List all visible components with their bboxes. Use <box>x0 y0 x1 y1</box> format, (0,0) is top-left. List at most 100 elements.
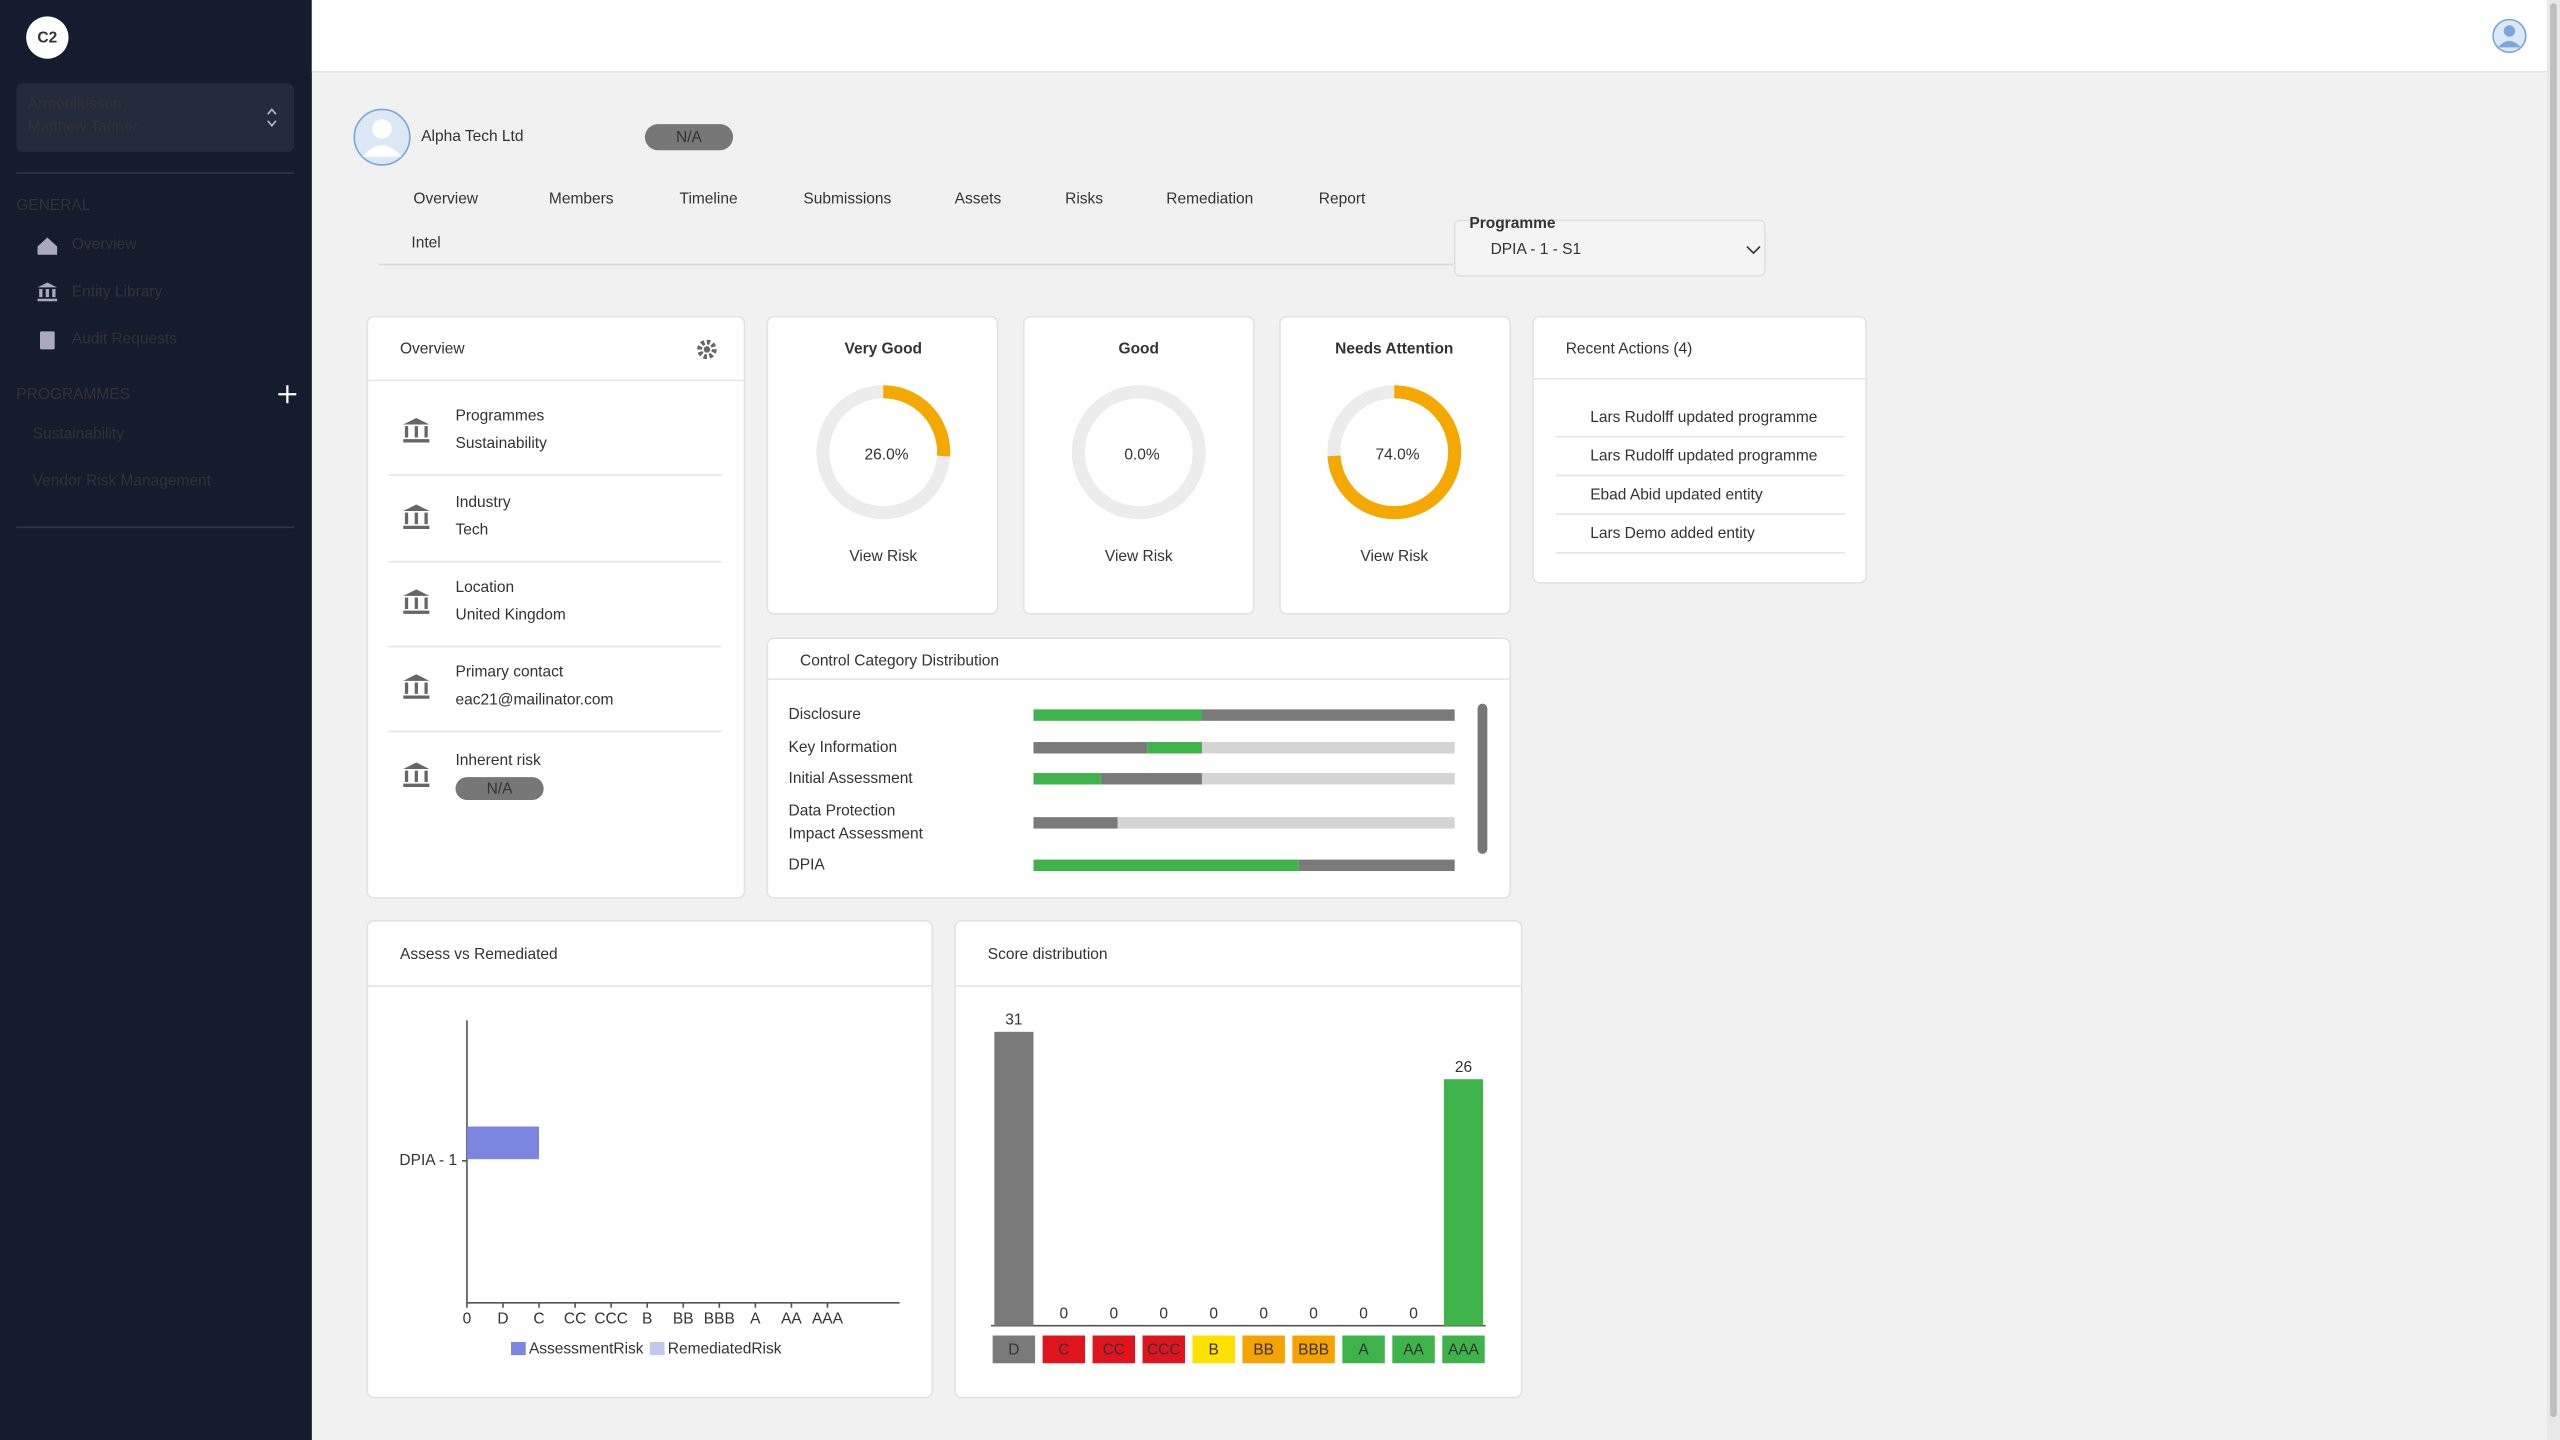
action-item: Ebad Abid updated entity <box>1590 486 1763 503</box>
tab[interactable]: Risks <box>1065 190 1103 207</box>
x-tick-label: C <box>1058 1341 1069 1358</box>
view-risk-link[interactable]: View Risk <box>1105 548 1173 565</box>
bank-icon <box>403 674 430 699</box>
gauge-arc <box>816 385 951 520</box>
x-tick-label: B <box>642 1310 652 1327</box>
programme-select[interactable] <box>1453 219 1766 277</box>
distribution-segment <box>1147 742 1202 754</box>
avatar-body <box>362 145 402 157</box>
scrollbar-thumb[interactable] <box>2550 3 2557 1418</box>
bank-icon <box>403 417 430 443</box>
nav-item[interactable]: Audit Requests <box>72 331 177 348</box>
tab[interactable]: Members <box>549 190 614 207</box>
nav-item[interactable]: Overview <box>72 236 137 253</box>
distribution-segment <box>1033 817 1118 829</box>
gauge-value: 0.0% <box>1124 447 1160 464</box>
value-label: 0 <box>1359 1305 1368 1322</box>
bar <box>1443 1079 1484 1326</box>
distribution-scrollbar[interactable] <box>1477 703 1488 854</box>
tab[interactable]: Timeline <box>680 190 738 207</box>
section-heading: PROGRAMMES <box>16 386 130 403</box>
bar <box>994 1031 1034 1326</box>
card-title: Recent Actions (4) <box>1566 340 1693 357</box>
logo-text: C2 <box>37 29 57 46</box>
x-tick-label: AA <box>1403 1341 1424 1358</box>
legend-label[interactable]: RemediatedRisk <box>668 1340 782 1357</box>
x-tick-label: 0 <box>463 1310 472 1327</box>
distribution-segment <box>1033 773 1101 785</box>
x-tick-label: CC <box>564 1310 586 1327</box>
category-box <box>1092 1335 1136 1364</box>
category-box <box>1042 1335 1086 1364</box>
sidebar <box>0 0 312 1440</box>
distribution-rows: Disclosure Key Information Initial Assessm… <box>789 706 1455 872</box>
x-tick-label: B <box>1209 1341 1219 1358</box>
x-tick-label: CCC <box>594 1310 628 1327</box>
distribution-segment <box>1033 742 1148 754</box>
select-label: Programme <box>1469 215 1556 232</box>
category-box <box>1192 1335 1235 1364</box>
select-value[interactable]: DPIA - 1 - S1 <box>1491 241 1581 258</box>
tab[interactable]: Intel <box>411 234 440 251</box>
recent-actions-card <box>1532 315 1867 584</box>
overview-label: Primary contact <box>456 664 564 681</box>
x-tick-label: A <box>1358 1341 1369 1358</box>
x-tick-label: BBB <box>704 1310 735 1327</box>
x-tick-label: BB <box>673 1310 694 1327</box>
bank-icon <box>403 504 430 529</box>
y-tick-label: DPIA - 1 <box>399 1152 457 1169</box>
tab[interactable]: Overview <box>413 190 478 207</box>
view-risk-link[interactable]: View Risk <box>849 548 917 565</box>
audit-icon <box>40 331 55 350</box>
nav-item[interactable]: Sustainability <box>33 425 125 442</box>
overview-label: Programmes <box>456 407 545 424</box>
score-card <box>954 920 1523 1399</box>
x-tick-label: AAA <box>812 1310 844 1327</box>
row-label: Data Protection Impact Assessment <box>789 803 924 843</box>
distribution-segment <box>1117 817 1455 829</box>
card-dividers <box>367 377 1867 987</box>
row-label: Key Information <box>789 739 898 756</box>
overview-value: Sustainability <box>456 435 548 452</box>
add-programme[interactable] <box>278 385 297 404</box>
avatar-head <box>2503 25 2516 37</box>
gauge-track <box>1071 385 1206 520</box>
distribution-segment <box>1298 859 1455 872</box>
legend-label[interactable]: AssessmentRisk <box>529 1340 644 1357</box>
home-icon <box>37 237 58 255</box>
avatar-head <box>372 119 392 139</box>
badge-text: N/A <box>676 129 703 146</box>
switch-icon <box>267 108 277 127</box>
distribution-card <box>766 637 1512 899</box>
risk-badge <box>455 777 544 800</box>
value-label: 0 <box>1409 1305 1418 1322</box>
gauge-title: Very Good <box>844 340 922 357</box>
tab[interactable]: Remediation <box>1166 190 1253 207</box>
card-title: Overview <box>400 340 465 357</box>
bank-icon <box>403 589 430 614</box>
category-box <box>1242 1335 1285 1364</box>
tab[interactable]: Report <box>1319 190 1366 207</box>
overview-card <box>366 315 746 899</box>
card-title: Assess vs Remediated <box>400 946 558 963</box>
nav-item[interactable]: Vendor Risk Management <box>33 473 212 490</box>
distribution-segment <box>1033 859 1299 872</box>
org-name: Armerillusson <box>28 96 122 113</box>
tab[interactable]: Submissions <box>803 190 891 207</box>
settings-icon[interactable] <box>697 339 717 360</box>
logo <box>26 16 69 59</box>
tab[interactable]: Assets <box>955 190 1002 207</box>
nav-item[interactable]: Entity Library <box>72 283 163 300</box>
section-heading: GENERAL <box>16 197 90 214</box>
status-badge <box>644 124 734 151</box>
card-title: Control Category Distribution <box>800 652 999 669</box>
legend-swatch <box>511 1342 526 1356</box>
view-risk-link[interactable]: View Risk <box>1360 548 1428 565</box>
x-tick-label: AA <box>781 1310 802 1327</box>
x-tick-label: C <box>533 1310 544 1327</box>
legend-swatch <box>649 1342 665 1356</box>
chevron <box>1746 245 1761 255</box>
x-tick-label: AAA <box>1448 1341 1480 1358</box>
org-switcher[interactable] <box>16 83 294 152</box>
